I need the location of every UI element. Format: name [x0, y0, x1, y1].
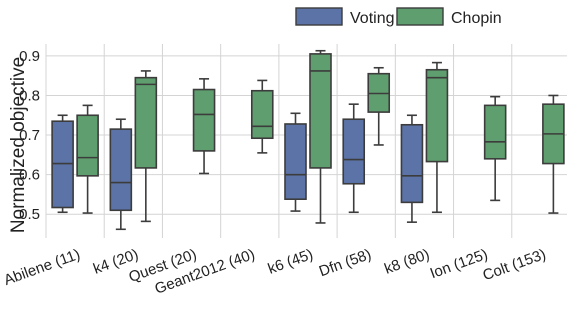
x-tick-label: Ion (125) [428, 246, 490, 283]
x-tick-label: k6 (45) [266, 246, 316, 278]
legend-swatch-voting [295, 7, 343, 26]
box-chopin [483, 95, 507, 202]
box-voting [284, 112, 307, 212]
x-tick-label: Abilene (11) [2, 246, 83, 289]
y-tick-label: 0.5 [19, 206, 40, 223]
box-chopin [134, 70, 158, 223]
box-plot-marks [51, 49, 565, 231]
box-body [192, 88, 216, 152]
box-voting [109, 118, 133, 231]
box-chopin [76, 104, 99, 214]
box-chopin [425, 61, 449, 214]
legend-label-voting: Voting [350, 10, 394, 27]
box-body [76, 114, 99, 177]
box-body [342, 118, 366, 185]
x-tick-label: k8 (80) [382, 246, 432, 278]
y-tick-label: 0.8 [19, 87, 40, 104]
y-tick-label: 0.9 [19, 48, 40, 65]
grid-lines [45, 44, 567, 238]
box-body [400, 123, 424, 204]
box-chopin [309, 49, 332, 224]
legend-swatch-chopin [396, 7, 444, 26]
y-axis-ticks: 0.5 0.6 0.7 0.8 0.9 [19, 48, 40, 223]
box-voting [342, 103, 366, 214]
box-chopin [250, 79, 274, 154]
y-tick-label: 0.6 [19, 167, 40, 184]
legend-label-chopin: Chopin [451, 10, 502, 27]
box-chopin [542, 94, 565, 214]
box-chopin [367, 66, 391, 146]
legend: Voting Chopin [295, 7, 502, 27]
box-voting [400, 114, 424, 223]
box-chopin [192, 78, 216, 175]
y-axis-label: Normalized objective [8, 57, 29, 233]
x-axis-ticks: Abilene (11) k4 (20)Quest (20)Geant2012 (… [2, 246, 549, 298]
box-body [309, 53, 332, 169]
x-tick-label: Colt (153) [481, 246, 549, 285]
box-body [425, 68, 449, 163]
box-body [250, 89, 274, 140]
box-body [284, 123, 307, 200]
y-tick-label: 0.7 [19, 127, 40, 144]
box-body [483, 104, 507, 160]
box-body [109, 128, 133, 212]
x-tick-label: Dfn (58) [317, 246, 374, 281]
box-body [134, 76, 158, 169]
box-voting [51, 114, 74, 214]
